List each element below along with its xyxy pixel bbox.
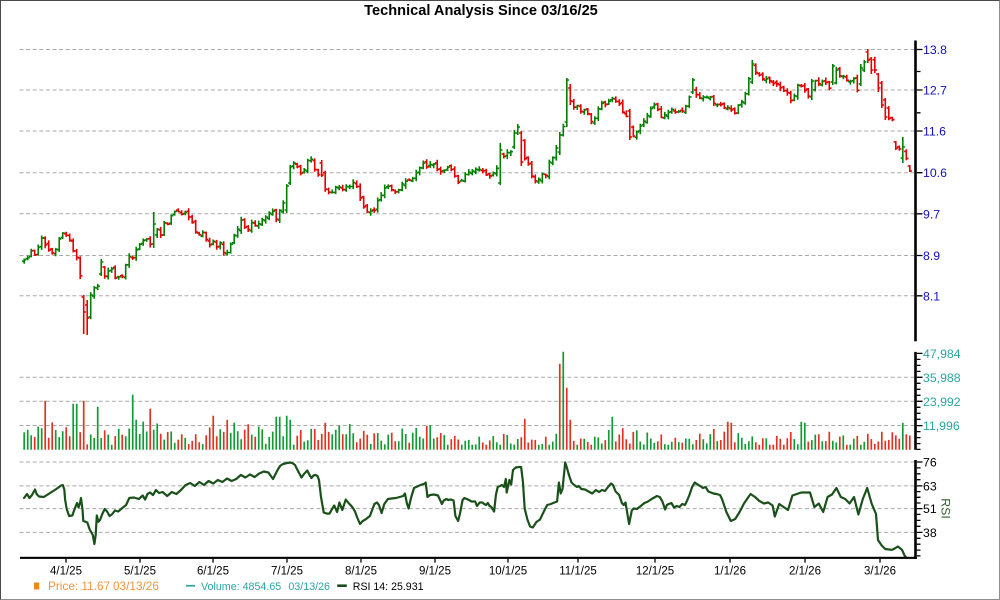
svg-text:03/13/26: 03/13/26 <box>288 581 330 593</box>
svg-text:RSI: RSI <box>938 498 952 519</box>
svg-text:23,992: 23,992 <box>923 395 961 409</box>
svg-text:5/1/25: 5/1/25 <box>124 566 156 578</box>
svg-text:8/1/25: 8/1/25 <box>345 566 377 578</box>
svg-text:63: 63 <box>923 479 937 493</box>
svg-text:12.7: 12.7 <box>923 84 947 98</box>
svg-text:47,984: 47,984 <box>923 347 961 361</box>
svg-text:7/1/25: 7/1/25 <box>271 566 303 578</box>
svg-text:9/1/25: 9/1/25 <box>419 566 451 578</box>
svg-text:10/1/25: 10/1/25 <box>489 566 527 578</box>
svg-text:6/1/25: 6/1/25 <box>197 566 229 578</box>
svg-text:13.8: 13.8 <box>923 43 947 57</box>
svg-text:11,996: 11,996 <box>923 419 960 433</box>
svg-text:3/1/26: 3/1/26 <box>864 566 896 578</box>
svg-text:38: 38 <box>923 526 937 540</box>
svg-text:51: 51 <box>923 502 937 516</box>
svg-text:8.1: 8.1 <box>923 289 940 303</box>
svg-text:Volume: 4854.65: Volume: 4854.65 <box>201 581 281 593</box>
svg-text:11.6: 11.6 <box>923 125 946 139</box>
svg-text:03/13/26: 03/13/26 <box>113 579 159 593</box>
svg-text:Price: 11.67: Price: 11.67 <box>48 579 110 593</box>
svg-text:10.6: 10.6 <box>923 166 947 180</box>
svg-text:8.9: 8.9 <box>923 249 940 263</box>
svg-text:11/1/25: 11/1/25 <box>559 566 597 578</box>
svg-text:9.7: 9.7 <box>923 207 940 221</box>
svg-text:RSI 14: 25.931: RSI 14: 25.931 <box>353 581 424 593</box>
svg-text:1/1/26: 1/1/26 <box>714 566 746 578</box>
svg-text:12/1/25: 12/1/25 <box>636 566 674 578</box>
svg-text:4/1/25: 4/1/25 <box>50 566 82 578</box>
svg-text:2/1/26: 2/1/26 <box>789 566 821 578</box>
svg-text:Technical Analysis Since 03/16: Technical Analysis Since 03/16/25 <box>364 3 598 19</box>
svg-text:35,988: 35,988 <box>923 371 961 385</box>
svg-text:76: 76 <box>923 456 937 470</box>
